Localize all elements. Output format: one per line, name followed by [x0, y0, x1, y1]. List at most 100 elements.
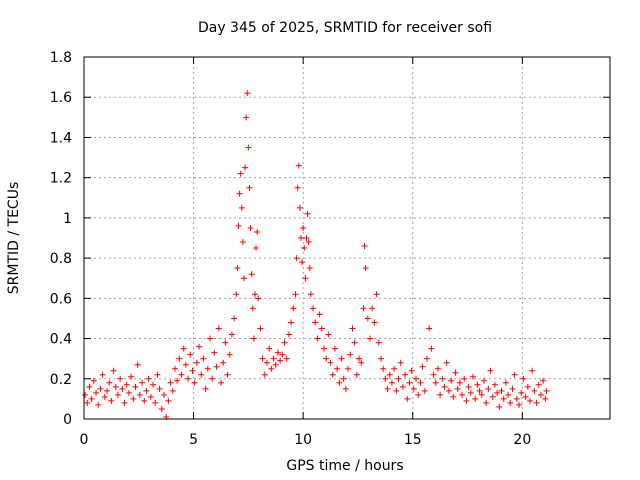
data-point	[542, 395, 549, 402]
data-point	[119, 385, 126, 392]
data-point	[114, 391, 121, 398]
data-point	[90, 377, 97, 384]
data-point	[88, 395, 95, 402]
data-point	[410, 385, 417, 392]
data-point	[478, 391, 485, 398]
data-point	[472, 395, 479, 402]
y-tick-label: 0.4	[50, 332, 72, 348]
data-point	[522, 393, 529, 400]
y-tick-label: 0.6	[50, 291, 72, 307]
data-point	[169, 387, 176, 394]
data-point	[193, 359, 200, 366]
data-point	[297, 235, 304, 241]
data-point	[307, 291, 314, 298]
tick-labels: 0 0.2 0.4 0.6 0.8 1 1.2 1.4 1.6 1.8 0 5 10 15 20	[50, 50, 532, 448]
data-point	[101, 393, 108, 400]
data-point	[443, 359, 450, 366]
data-point	[428, 345, 435, 352]
data-point	[174, 377, 181, 384]
data-point	[270, 355, 277, 362]
data-point	[364, 315, 371, 322]
data-point	[189, 367, 196, 374]
data-point	[244, 90, 251, 97]
data-point	[247, 224, 254, 231]
data-point	[465, 383, 472, 390]
data-point	[191, 379, 198, 386]
data-point	[237, 170, 244, 177]
data-point	[489, 393, 496, 400]
data-point	[441, 383, 448, 390]
data-point	[384, 385, 391, 392]
data-point	[254, 228, 261, 235]
data-point	[158, 405, 165, 412]
data-point	[239, 239, 246, 246]
data-point	[288, 319, 295, 326]
data-point	[360, 305, 367, 312]
data-point	[97, 385, 104, 392]
y-tick-label: 1	[63, 211, 72, 227]
data-point	[463, 397, 470, 404]
data-point	[222, 339, 229, 346]
data-point	[299, 259, 306, 266]
data-point	[257, 325, 264, 332]
data-point	[141, 397, 148, 404]
data-point	[306, 265, 313, 272]
data-point	[240, 275, 247, 282]
data-point	[358, 359, 365, 366]
data-point	[272, 361, 279, 368]
data-point	[310, 305, 317, 312]
data-point	[415, 391, 422, 398]
data-point	[200, 355, 207, 362]
data-point	[423, 355, 430, 362]
data-point	[505, 391, 512, 398]
data-point	[266, 345, 273, 352]
data-point	[456, 379, 463, 386]
data-point	[110, 367, 117, 374]
data-point	[147, 393, 154, 400]
data-point	[439, 375, 446, 382]
data-point	[419, 363, 426, 370]
grid	[84, 57, 610, 419]
data-point	[178, 371, 185, 378]
data-point	[290, 305, 297, 312]
data-point	[314, 335, 321, 342]
data-point	[474, 381, 481, 388]
data-point	[279, 351, 286, 358]
data-point	[243, 114, 250, 121]
data-point	[293, 255, 300, 262]
data-point	[226, 351, 233, 358]
data-point	[143, 387, 150, 394]
data-point	[377, 355, 384, 362]
data-point	[540, 377, 547, 384]
data-point	[413, 375, 420, 382]
data-point	[250, 335, 257, 342]
data-point	[84, 399, 91, 406]
x-tick-label: 15	[404, 432, 422, 448]
data-point	[253, 245, 260, 252]
data-point	[502, 379, 509, 386]
data-point	[248, 271, 255, 278]
data-point	[511, 371, 518, 378]
y-tick-label: 1.2	[50, 171, 72, 187]
data-point	[238, 204, 245, 211]
data-point	[494, 389, 501, 396]
data-point	[86, 383, 93, 390]
data-point	[336, 379, 343, 386]
data-point	[516, 401, 523, 408]
data-point	[82, 391, 89, 398]
data-point	[128, 373, 135, 380]
y-tick-label: 1.8	[50, 50, 72, 66]
data-point	[417, 379, 424, 386]
data-point	[334, 365, 341, 372]
data-point	[459, 391, 466, 398]
data-point	[388, 379, 395, 386]
data-point	[320, 345, 327, 352]
data-point	[139, 379, 146, 386]
data-point	[264, 359, 271, 366]
data-point	[345, 365, 352, 372]
data-points	[82, 90, 550, 420]
data-point	[220, 359, 227, 366]
data-point	[294, 184, 301, 191]
data-point	[283, 355, 290, 362]
data-point	[235, 222, 242, 229]
